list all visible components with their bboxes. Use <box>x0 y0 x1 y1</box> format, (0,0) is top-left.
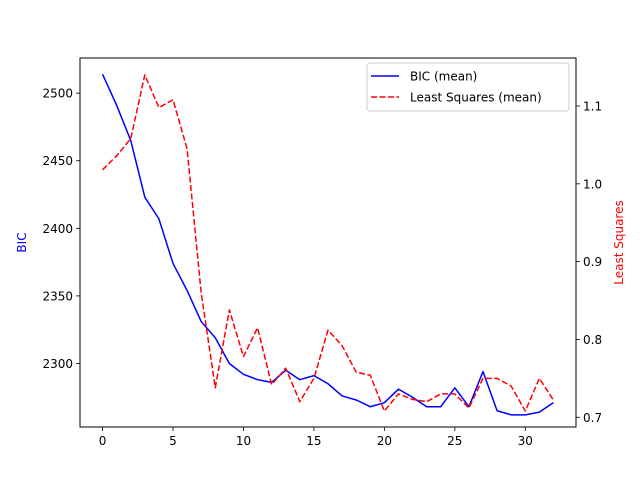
x-tick-label: 25 <box>447 434 462 448</box>
legend-box <box>366 62 570 112</box>
right-y-axis-label: Least Squares <box>612 200 626 284</box>
x-tick-label: 15 <box>306 434 321 448</box>
left-y-tick-label: 2500 <box>42 87 73 101</box>
right-y-tick-label: 0.9 <box>583 255 602 269</box>
right-y-tick-label: 0.7 <box>583 411 602 425</box>
x-tick-label: 30 <box>518 434 533 448</box>
left-y-axis-label: BIC <box>15 232 29 252</box>
x-tick-label: 10 <box>236 434 251 448</box>
right-y-tick-label: 1.1 <box>583 100 602 114</box>
left-y-tick-label: 2450 <box>42 154 73 168</box>
left-y-axis-ticks: 2300 2350 2400 2450 2500 <box>42 87 80 371</box>
right-y-axis-ticks: 0.7 0.8 0.9 1.0 1.1 <box>576 100 602 425</box>
right-y-tick-label: 0.8 <box>583 333 602 347</box>
left-y-tick-label: 2400 <box>42 222 73 236</box>
legend: BIC (mean) Least Squares (mean) <box>366 62 570 112</box>
left-y-tick-label: 2350 <box>42 289 73 303</box>
series-line-least-squares <box>102 74 555 412</box>
x-tick-label: 5 <box>169 434 177 448</box>
right-y-tick-label: 1.0 <box>583 177 602 191</box>
x-axis-ticks: 0 5 10 15 20 25 30 <box>99 427 533 448</box>
plot-lines <box>101 73 555 416</box>
legend-label-least-squares: Least Squares (mean) <box>410 91 542 105</box>
x-tick-label: 0 <box>99 434 107 448</box>
x-tick-label: 20 <box>377 434 392 448</box>
legend-label-bic: BIC (mean) <box>410 70 477 84</box>
series-line-bic <box>101 73 554 416</box>
plot-frame <box>79 57 577 428</box>
left-y-tick-label: 2300 <box>42 357 73 371</box>
